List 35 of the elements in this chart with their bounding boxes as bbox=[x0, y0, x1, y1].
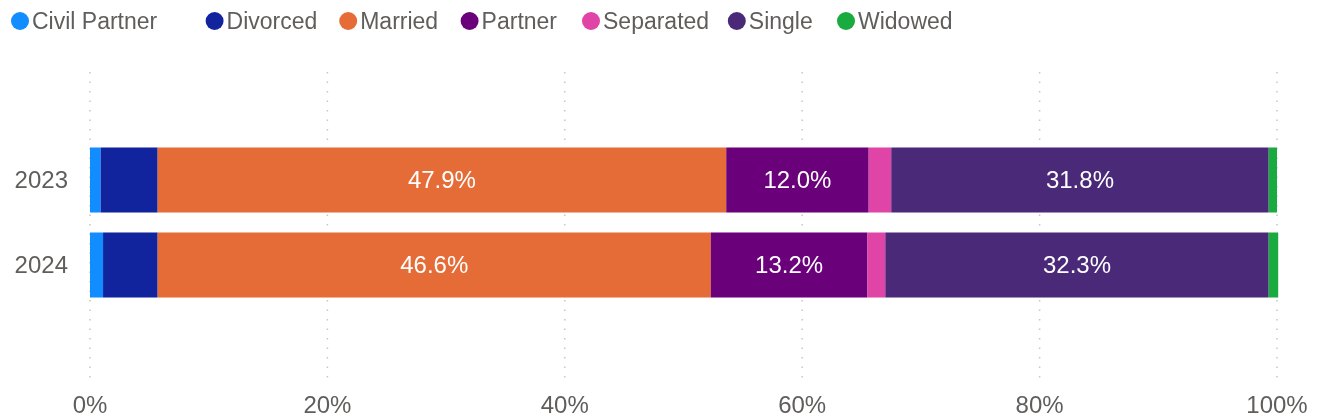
bar bbox=[90, 147, 101, 213]
bar bbox=[891, 147, 1269, 213]
legend-label: Widowed bbox=[858, 8, 953, 35]
data-label: 13.2% bbox=[755, 251, 824, 279]
legend-label: Civil Partner bbox=[32, 8, 158, 35]
data-label: 32.3% bbox=[1042, 251, 1112, 279]
x-tick-label: 80% bbox=[1015, 391, 1064, 416]
legend-label: Single bbox=[748, 8, 813, 35]
legend-label: Divorced bbox=[226, 8, 318, 35]
bar bbox=[157, 147, 727, 213]
x-tick-label: 0% bbox=[72, 391, 108, 416]
bar bbox=[726, 147, 869, 213]
bar bbox=[100, 147, 158, 213]
x-tick-label: 20% bbox=[303, 391, 352, 416]
legend-label: Separated bbox=[603, 8, 710, 35]
y-tick-label: 2023 bbox=[14, 166, 68, 194]
data-label: 12.0% bbox=[763, 166, 832, 194]
bar bbox=[157, 232, 711, 298]
bar bbox=[710, 232, 868, 298]
bar bbox=[867, 232, 886, 298]
bar bbox=[1268, 232, 1279, 298]
bar bbox=[90, 232, 104, 298]
data-label: 47.9% bbox=[407, 166, 476, 194]
data-label: 31.8% bbox=[1045, 166, 1114, 194]
legend-label: Partner bbox=[481, 8, 558, 35]
y-tick-label: 2024 bbox=[14, 251, 68, 279]
legend-label: Married bbox=[360, 8, 439, 35]
bar bbox=[1268, 147, 1277, 213]
bar bbox=[885, 232, 1269, 298]
x-tick-label: 40% bbox=[540, 391, 589, 416]
x-tick-label: 60% bbox=[778, 391, 827, 416]
x-tick-label: 100% bbox=[1246, 391, 1308, 416]
bar bbox=[103, 232, 158, 298]
bar bbox=[868, 147, 892, 213]
data-label: 46.6% bbox=[400, 251, 469, 279]
